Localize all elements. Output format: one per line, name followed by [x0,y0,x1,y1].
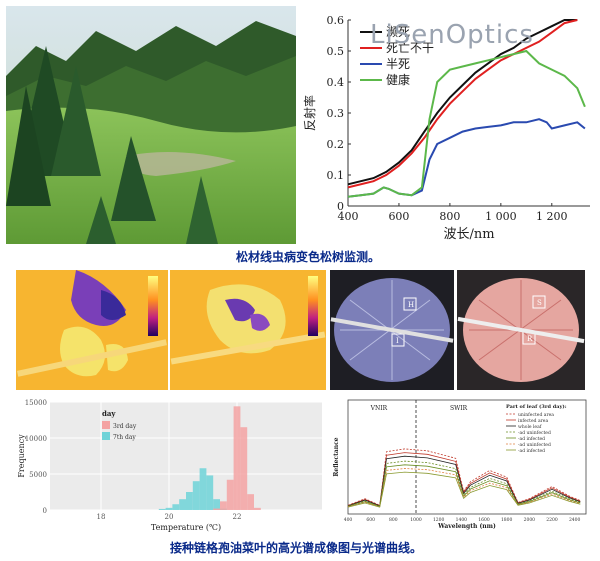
y-tick-label: 5000 [29,471,47,479]
temperature-histogram: 0 5000 10000 15000 18 20 22 Temperature (℃) Freq… [16,396,328,532]
leaf-label-h: H [408,301,414,309]
x-tick-label: 400 [338,210,359,223]
histogram-bar [165,507,173,510]
x-tick-label: 600 [366,517,375,523]
legend-label: 死亡不干 [386,41,434,55]
histogram-bar [254,507,261,510]
forest-photo [6,6,296,244]
histogram-bar [226,479,234,510]
legend-label: -ad infected [518,436,545,442]
legend-label: 半死 [386,57,410,71]
legend-swatch [102,432,110,440]
x-tick-label: 22 [233,513,242,521]
histogram-bar [192,481,200,510]
y-tick-label: 0 [337,200,344,213]
y-axis-label: Frequency [17,434,26,478]
spectrum-line-7 [347,471,581,508]
x-tick-label: 800 [389,517,398,523]
y-tick-label: 0.5 [327,45,345,58]
legend-label: -ad uninfected [518,430,551,436]
y-tick-label: 0 [43,507,47,515]
x-tick-label: 2200 [546,517,558,523]
y-tick-label: 0.2 [327,138,345,151]
region-label-vnir: VNIR [370,405,388,412]
y-tick-label: 0.1 [327,169,345,182]
y-axis-label: Reflectance [333,437,340,476]
histogram-bar [158,508,166,510]
swir-leaf-image: S R [457,270,585,390]
caption-top: 松材线虫病变色松树监测。 [236,250,381,264]
x-tick-label: 800 [439,210,460,223]
y-tick-label: 0.4 [327,76,345,89]
leaf-spectra-chart: VNIR SWIR 400 600 800 1000 1200 1400 1600 1800 200… [330,392,592,532]
x-tick-label: 20 [165,513,174,521]
legend-title: Part of leaf (3rd day): [506,403,567,410]
company-logo: LiSenOptics [370,20,534,50]
legend-swatch [102,421,110,429]
x-tick-label: 18 [97,513,106,521]
series-line-2 [347,19,578,189]
x-tick-label: 600 [388,210,409,223]
x-axis-label: Wavelength (nm) [437,523,496,530]
legend-label: infected area [518,418,548,424]
legend-label: 7th day [113,434,136,441]
histogram-bar [233,406,241,510]
thermal-image-2 [170,270,326,390]
legend-label: whole leaf [518,424,542,430]
histogram-bar [213,499,220,510]
histogram-bar [247,494,254,510]
histogram-bar [199,468,207,510]
histogram-bar [213,508,220,510]
x-tick-label: 2400 [569,517,581,523]
spectrum-line-6 [347,468,581,508]
spectrum-line-4 [347,460,581,507]
spectrum-line-1 [347,448,581,506]
x-tick-label: 1800 [501,517,513,523]
legend-label: 健康 [386,72,410,87]
histogram-bar [240,427,248,510]
series-line-3 [347,118,586,198]
histogram-bar [206,475,214,510]
x-tick-label: 1200 [433,517,445,523]
y-tick-label: 0.6 [327,14,345,27]
leaf-label-s: S [537,299,542,307]
plot-frame [347,399,587,515]
histogram-bar [179,499,186,510]
histogram-bar [186,492,193,510]
histogram-bar [220,501,227,510]
x-tick-label: 1400 [456,517,468,523]
leaf-label-r: R [527,335,533,343]
y-axis-label: 反射率 [302,95,317,131]
series-line-1 [347,19,578,186]
y-tick-label: 0.3 [327,107,345,120]
x-tick-label: 400 [344,517,353,523]
legend-label: -ad infected [518,448,545,454]
x-tick-label: 1 000 [485,210,517,223]
vnir-leaf-image: H I [330,270,454,390]
reflectance-chart: 400 600 800 1 000 1 200 0 0.1 0.2 0.3 0.4 0.5 0.6 波长… [300,6,596,244]
caption-bottom: 接种链格孢油菜叶的高光谱成像图与光谱曲线。 [170,541,423,555]
histogram-bar [172,504,180,510]
legend-label: 3rd day [113,423,137,430]
region-label-swir: SWIR [450,405,468,412]
x-axis-label: Temperature (℃) [151,523,221,532]
thermal-image-1 [16,270,168,390]
legend-label: 濒死 [386,25,410,39]
x-axis-label: 波长/nm [443,227,494,242]
x-tick-label: 1600 [478,517,490,523]
x-tick-label: 1000 [410,517,422,523]
x-tick-label: 1 200 [536,210,568,223]
leaf-label-i: I [396,337,399,345]
y-tick-label: 10000 [25,435,47,443]
legend-label: uninfected area [518,412,554,418]
series-line-4 [347,49,586,198]
x-tick-label: 2000 [524,517,536,523]
y-tick-label: 15000 [25,399,47,407]
legend-label: -ad uninfected [518,442,551,448]
legend-title: day [102,409,116,418]
